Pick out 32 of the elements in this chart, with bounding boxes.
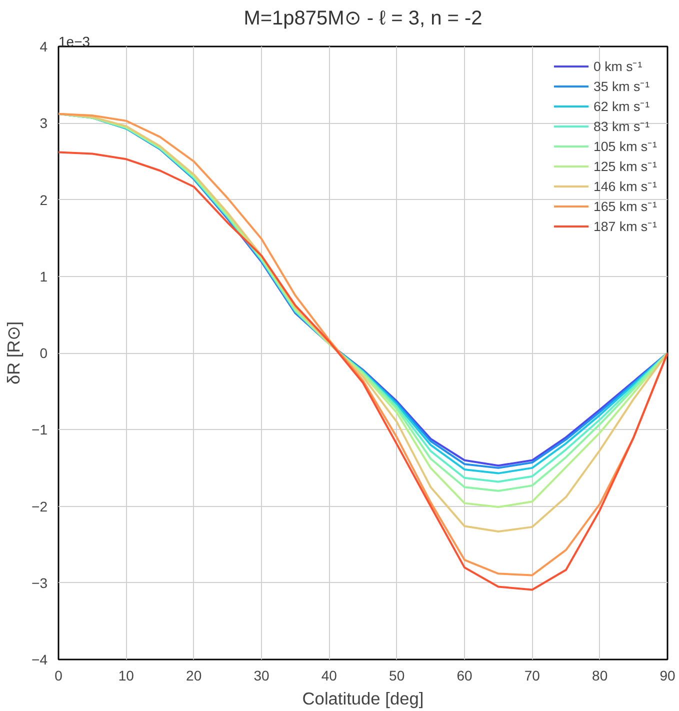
legend-label: 187 km s⁻¹ bbox=[593, 218, 657, 235]
legend-label: 62 km s⁻¹ bbox=[593, 98, 650, 115]
x-tick-label: 40 bbox=[321, 668, 338, 684]
y-tick-label: −4 bbox=[32, 652, 48, 668]
legend-label: 146 km s⁻¹ bbox=[593, 178, 657, 195]
x-tick-label: 80 bbox=[592, 668, 608, 684]
x-tick-label: 0 bbox=[54, 668, 63, 684]
chart-title: M=1p875M⊙ - ℓ = 3, n = -2 bbox=[244, 8, 482, 30]
legend-label: 165 km s⁻¹ bbox=[593, 198, 657, 215]
x-axis-title: Colatitude [deg] bbox=[302, 688, 424, 708]
x-tick-label: 30 bbox=[254, 668, 270, 684]
legend-label: 125 km s⁻¹ bbox=[593, 158, 657, 175]
y-tick-label: −3 bbox=[32, 574, 48, 591]
x-tick-label: 70 bbox=[524, 668, 540, 684]
legend-label: 105 km s⁻¹ bbox=[593, 138, 657, 155]
legend-label: 35 km s⁻¹ bbox=[593, 78, 650, 95]
legend-label: 83 km s⁻¹ bbox=[593, 118, 650, 135]
x-tick-label: 90 bbox=[660, 668, 676, 684]
y-tick-label: 2 bbox=[40, 192, 48, 208]
y-tick-label: 3 bbox=[40, 115, 48, 132]
y-axis-title: δR [R⊙] bbox=[4, 321, 24, 385]
x-tick-label: 60 bbox=[456, 668, 472, 684]
y-tick-label: 0 bbox=[40, 345, 48, 361]
x-tick-label: 50 bbox=[389, 668, 405, 684]
y-tick-label: −2 bbox=[32, 498, 48, 514]
x-tick-label: 20 bbox=[186, 668, 202, 684]
y-tick-label: 4 bbox=[40, 38, 48, 54]
legend-label: 0 km s⁻¹ bbox=[593, 58, 642, 75]
y-tick-label: −1 bbox=[32, 422, 48, 438]
x-tick-label: 10 bbox=[118, 668, 134, 684]
annotation: 1e−3 bbox=[58, 34, 90, 50]
y-tick-label: 1 bbox=[40, 268, 48, 284]
